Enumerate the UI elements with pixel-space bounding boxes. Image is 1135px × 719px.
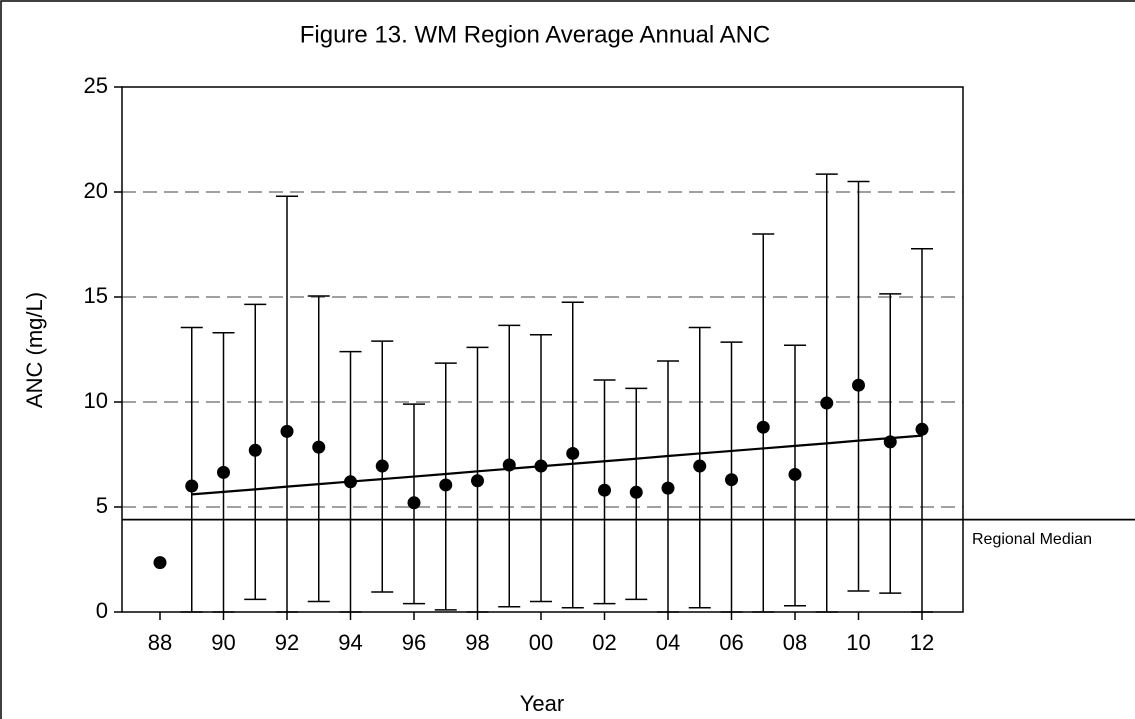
point (725, 473, 738, 487)
plot-frame (121, 86, 964, 613)
point (629, 485, 643, 499)
point (852, 378, 865, 392)
point (344, 475, 357, 489)
x-tick-label: 00 (529, 630, 553, 655)
point (185, 479, 199, 493)
y-tick-label: 25 (84, 73, 108, 98)
x-axis-label: Year (520, 691, 564, 716)
x-tick-label: 08 (783, 630, 807, 655)
point (153, 556, 167, 570)
x-tick-label: 02 (592, 630, 616, 655)
point (534, 459, 548, 473)
point (502, 458, 516, 472)
x-tick-label: 04 (656, 630, 680, 655)
point (312, 440, 326, 454)
point (661, 481, 675, 495)
x-tick-label: 12 (910, 630, 934, 655)
y-tick-label: 0 (96, 598, 108, 623)
x-tick-label: 88 (148, 630, 172, 655)
point (915, 422, 929, 436)
point (788, 467, 802, 481)
x-tick-label: 98 (465, 630, 489, 655)
point (693, 459, 707, 473)
y-tick-label: 15 (84, 283, 108, 308)
x-tick-label: 94 (338, 630, 362, 655)
point (756, 420, 770, 434)
x-tick-label: 96 (402, 630, 426, 655)
point (820, 396, 834, 410)
point (598, 483, 611, 497)
point (471, 474, 484, 488)
chart-title: Figure 13. WM Region Average Annual ANC (300, 21, 770, 48)
y-axis-label: ANC (mg/L) (22, 292, 47, 408)
y-tick-label: 5 (96, 493, 108, 518)
trend-line (191, 434, 923, 496)
median-label: Regional Median (972, 531, 1092, 548)
x-tick-label: 10 (846, 630, 870, 655)
point (883, 435, 897, 449)
point (248, 443, 262, 457)
x-tick-label: 90 (211, 630, 235, 655)
point (375, 459, 389, 473)
x-tick-label: 06 (719, 630, 743, 655)
x-tick-label: 92 (275, 630, 299, 655)
y-tick-label: 20 (84, 178, 108, 203)
point (217, 465, 230, 479)
point (407, 496, 421, 510)
y-tick-label: 10 (84, 388, 108, 413)
point (566, 446, 580, 460)
point (280, 424, 294, 438)
point (439, 478, 453, 492)
